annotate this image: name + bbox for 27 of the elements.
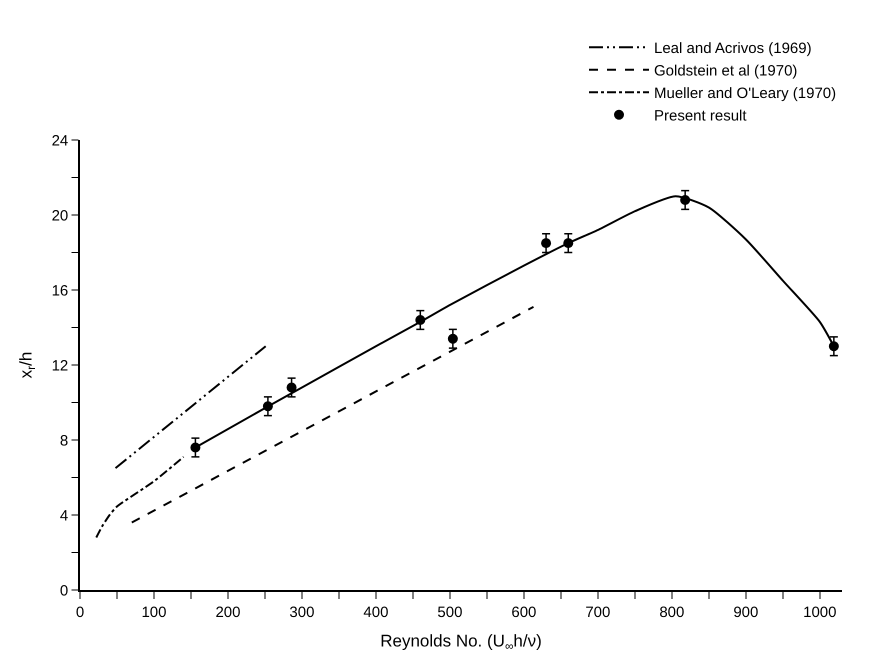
legend-label: Leal and Acrivos (1969): [654, 40, 812, 58]
x-tick-label: 300: [289, 604, 314, 621]
x-tick-label: 900: [733, 604, 758, 621]
legend-label: Mueller and O'Leary (1970): [654, 85, 836, 102]
y-tick-label: 4: [60, 507, 68, 524]
line-series: [95, 456, 185, 538]
x-tick-label: 100: [141, 604, 166, 621]
x-tick-label: 700: [585, 604, 610, 621]
y-tick-label: 8: [60, 432, 68, 450]
point: [448, 334, 458, 344]
x-axis-title: Reynolds No. (U$_{∞}$h/ν): [380, 632, 542, 654]
x-tick-label: 200: [215, 604, 240, 621]
x-tick-label: 400: [363, 604, 388, 621]
x-tick-label: 800: [659, 604, 684, 621]
x-tick-label: 0: [76, 604, 84, 621]
legend-label: Goldstein et al (1970): [654, 62, 798, 80]
legend-label: Present result: [654, 108, 748, 125]
y-tick-label: 12: [52, 357, 68, 374]
y-tick-label: 24: [52, 132, 68, 150]
x-tick-label: 600: [511, 604, 536, 621]
x-tick-label: 500: [437, 604, 462, 621]
point: [541, 238, 552, 248]
y-tick-label: 16: [52, 282, 68, 300]
y-tick-label: 0: [60, 582, 68, 600]
x-tick-label: 1000: [803, 604, 836, 621]
y-tick-label: 20: [52, 207, 68, 224]
point: [286, 382, 297, 392]
